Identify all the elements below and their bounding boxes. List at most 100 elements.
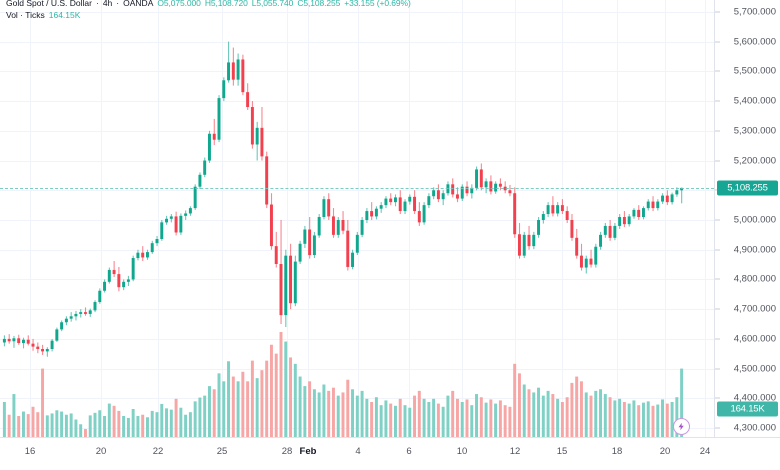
candle-body [21,339,25,344]
volume-bar [184,414,188,437]
gridline-vertical [617,0,618,437]
current-price-line [0,187,714,189]
candle-body [627,216,631,225]
volume-bar [365,398,369,437]
candle-body [36,346,40,350]
volume-bar [174,398,178,437]
price-axis-tick [715,427,720,429]
candle-body [231,62,235,80]
candle-body [265,156,269,205]
candle-body [455,194,459,199]
candle-body [165,218,169,223]
candle-body [589,258,593,265]
volume-bar [346,379,350,437]
candle-body [603,225,607,235]
volume-bar [17,416,21,437]
price-axis-tick [715,130,720,132]
candle-body [641,208,645,218]
gridline-vertical [287,0,288,437]
time-axis-label: 4 [355,446,361,457]
candle-body [341,219,345,231]
volume-value-badge[interactable]: 164.15K [717,401,778,417]
lightning-bolt-icon[interactable] [673,418,691,435]
volume-bar [470,405,474,437]
gridline-horizontal [0,309,714,311]
candle-body [150,243,154,253]
candle-body [475,169,479,188]
candle-body [198,174,202,187]
volume-bar [379,405,383,437]
candle-body [398,197,402,212]
candle-body [489,181,493,192]
volume-bar [441,406,445,437]
gridline-vertical [101,0,102,437]
candle-body [45,349,49,352]
candle-body [579,255,583,268]
volume-bar [36,412,40,437]
gridline-horizontal [0,130,714,132]
chart-plot-area[interactable] [0,0,714,437]
candle-body [60,322,64,330]
volume-bar [508,406,512,437]
volume-bar [384,400,388,437]
volume-bar [579,381,583,437]
candle-body [584,258,588,268]
volume-bar [413,395,417,437]
candle-body [532,234,536,247]
volume-bar [312,389,316,437]
price-axis-tick [715,41,720,43]
gridline-horizontal [0,279,714,281]
candle-body [608,225,612,238]
candle-body [255,127,259,145]
candle-body [570,219,574,238]
candle-body [212,133,216,140]
volume-bar [50,413,54,437]
volume-bar [451,390,455,437]
gridline-horizontal [0,368,714,370]
time-axis-label: 28 [281,446,293,457]
volume-bar [446,395,450,437]
candle-body [637,209,641,218]
candle-body [193,186,197,209]
candle-body [351,252,355,267]
candle-body [599,234,603,247]
volume-bar [484,402,488,437]
candle-body [103,281,107,291]
candle-body [517,234,521,256]
candle-body [79,312,83,314]
volume-bar [556,398,560,437]
price-axis-tick [715,11,720,13]
time-axis-label: 10 [456,446,468,457]
candle-body [675,190,679,195]
volume-bar [136,416,140,437]
volume-bar [522,384,526,437]
candle-body [308,229,312,256]
candle-body [12,338,16,342]
candle-body [374,208,378,217]
candle-body [107,269,111,282]
price-axis-label: 5,400.000 [733,95,776,107]
volume-bar [298,376,302,437]
time-axis[interactable]: 16 20 22 25 28 Feb 4 6 10 12 15 18 20 24 [0,437,780,470]
price-axis-tick [715,100,720,102]
gridline-vertical [308,0,309,437]
candle-body [174,216,178,233]
volume-bar [2,402,6,437]
current-price-badge[interactable]: 5,108.255 [717,180,778,196]
price-axis[interactable]: 5,700.000 5,600.000 5,500.000 5,400.000 5,30… [714,0,780,437]
candle-body [83,312,87,314]
price-axis-tick [715,338,720,340]
volume-bar [670,402,674,437]
volume-bar [455,398,459,437]
candle-body [93,302,97,311]
candle-body [145,252,149,258]
volume-bar [475,394,479,437]
volume-bar [293,363,297,437]
candle-body [622,217,626,225]
candle-body [141,252,145,258]
candle-wick [213,118,215,146]
price-axis-label: 4,700.000 [733,303,776,315]
volume-bar [641,402,645,437]
volume-bar [198,397,202,437]
candle-body [422,205,426,223]
